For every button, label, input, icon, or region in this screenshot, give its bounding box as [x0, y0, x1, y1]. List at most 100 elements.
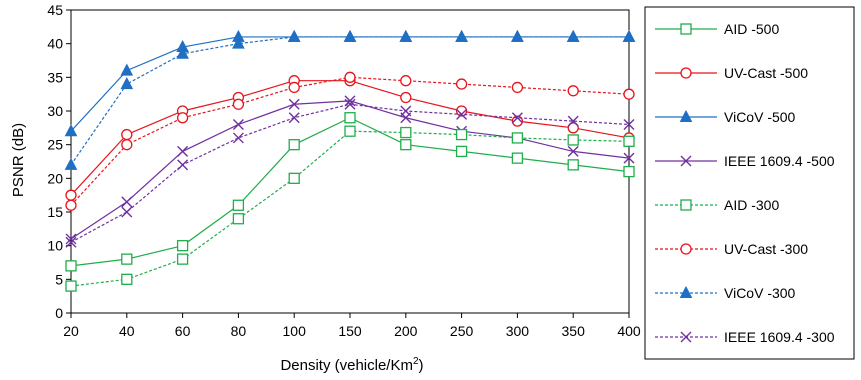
- data-point-uv-cast-500: [511, 115, 524, 127]
- x-axis-title-main: Density (vehicle/Km: [280, 357, 413, 374]
- y-tick-label: 25: [47, 137, 63, 153]
- data-point-ieee-1609-4-500: [344, 95, 356, 107]
- data-point-ieee-1609-4-500: [65, 233, 77, 245]
- data-point-uv-cast-300: [567, 85, 579, 97]
- y-axis-title: PSNR (dB): [10, 123, 27, 197]
- x-tick-label: 80: [231, 323, 247, 339]
- data-point-uv-cast-300: [176, 112, 189, 124]
- data-point-ieee-1609-4-300: [567, 115, 579, 127]
- data-point-uv-cast-300: [623, 88, 635, 100]
- legend-label: UV-Cast -500: [724, 65, 808, 81]
- legend-swatch-marker: [680, 67, 692, 79]
- data-point-ieee-1609-4-300: [121, 206, 133, 218]
- data-point-aid-500: [121, 253, 133, 265]
- data-point-aid-500: [400, 139, 412, 151]
- data-point-vicov-500: [120, 63, 134, 76]
- data-point-ieee-1609-4-300: [456, 108, 468, 120]
- data-point-vicov-300: [566, 29, 580, 42]
- x-tick-label: 250: [450, 323, 474, 339]
- data-point-ieee-1609-4-300: [232, 132, 244, 144]
- data-point-aid-300: [511, 132, 524, 144]
- x-tick-label: 150: [338, 323, 362, 339]
- series-aid-500: [65, 112, 635, 272]
- series-line-aid-500: [70, 117, 630, 267]
- series-line-aid-300: [70, 130, 630, 287]
- data-point-uv-cast-500: [121, 128, 133, 141]
- data-point-uv-cast-300: [511, 81, 524, 94]
- x-axis-title-sup: 2: [413, 356, 419, 367]
- legend-swatch-marker: [679, 109, 693, 122]
- data-point-aid-500: [344, 112, 356, 124]
- data-point-ieee-1609-4-300: [400, 105, 412, 117]
- series-aid-300: [65, 125, 635, 292]
- x-axis-title-end: ): [419, 357, 424, 374]
- data-point-vicov-500: [64, 124, 78, 137]
- data-point-vicov-300: [176, 46, 189, 59]
- data-point-aid-300: [65, 280, 77, 292]
- data-point-ieee-1609-4-300: [177, 159, 189, 171]
- y-tick-label: 10: [47, 238, 63, 254]
- data-point-aid-500: [455, 145, 468, 158]
- legend-swatch-marker: [680, 243, 692, 255]
- data-point-aid-300: [455, 128, 468, 141]
- x-tick-label: 300: [506, 323, 530, 339]
- y-tick-label: 30: [47, 103, 63, 119]
- legend-swatch-marker: [680, 155, 692, 167]
- legend-swatch-marker: [679, 285, 693, 298]
- data-point-ieee-1609-4-300: [65, 236, 77, 248]
- series-vicov-300: [64, 29, 636, 170]
- data-point-aid-300: [567, 134, 579, 146]
- data-point-aid-500: [176, 240, 189, 252]
- data-point-aid-500: [232, 199, 245, 211]
- series-line-uv-cast-300: [70, 76, 630, 206]
- x-tick-label: 100: [283, 323, 307, 339]
- data-point-aid-500: [623, 165, 635, 178]
- data-point-ieee-1609-4-300: [511, 112, 523, 124]
- data-point-uv-cast-300: [288, 81, 300, 94]
- data-point-uv-cast-500: [400, 91, 412, 104]
- data-point-aid-300: [344, 125, 356, 137]
- data-point-ieee-1609-4-500: [288, 98, 300, 110]
- legend-label: UV-Cast -300: [724, 241, 808, 257]
- y-tick-label: 20: [47, 170, 63, 186]
- data-point-uv-cast-300: [400, 75, 412, 87]
- legend-item-ieee-1609-4-500: IEEE 1609.4 -500: [655, 153, 835, 169]
- data-point-vicov-300: [120, 76, 134, 90]
- legend-item-vicov-300: ViCoV -300: [655, 285, 796, 301]
- x-tick-label: 20: [63, 323, 79, 339]
- legend-item-uv-cast-300: UV-Cast -300: [655, 241, 808, 257]
- y-tick-label: 45: [47, 2, 63, 18]
- data-point-uv-cast-500: [65, 189, 77, 201]
- data-point-uv-cast-300: [232, 98, 245, 110]
- data-point-vicov-300: [287, 29, 301, 42]
- data-point-ieee-1609-4-500: [567, 145, 579, 157]
- data-point-aid-500: [65, 260, 77, 272]
- legend-item-ieee-1609-4-300: IEEE 1609.4 -300: [655, 329, 835, 345]
- data-point-vicov-300: [343, 29, 357, 42]
- data-point-uv-cast-300: [65, 199, 77, 211]
- data-point-aid-300: [288, 172, 300, 184]
- data-point-ieee-1609-4-300: [623, 118, 635, 130]
- data-point-aid-300: [232, 213, 245, 225]
- legend-label: AID -300: [724, 197, 779, 213]
- legend-label: ViCoV -500: [724, 109, 796, 125]
- data-point-aid-500: [567, 159, 579, 171]
- series-line-uv-cast-500: [70, 80, 630, 196]
- data-point-vicov-300: [232, 36, 245, 49]
- legend-label: AID -500: [724, 21, 779, 37]
- data-point-vicov-300: [64, 157, 78, 170]
- data-point-ieee-1609-4-300: [344, 98, 356, 110]
- y-tick-label: 40: [47, 36, 63, 52]
- data-point-vicov-300: [399, 29, 413, 42]
- data-point-ieee-1609-4-500: [121, 196, 133, 208]
- data-point-aid-500: [511, 152, 524, 164]
- legend-item-uv-cast-500: UV-Cast -500: [655, 65, 808, 81]
- data-point-aid-300: [400, 126, 412, 139]
- data-point-uv-cast-300: [344, 71, 356, 83]
- y-axis: 0 5 10 15 20 25 30 35 40 45: [47, 2, 71, 321]
- legend-item-aid-300: AID -300: [655, 197, 779, 213]
- y-tick-label: 0: [55, 305, 63, 321]
- legend-item-aid-500: AID -500: [655, 21, 779, 37]
- data-point-uv-cast-500: [455, 105, 468, 117]
- x-axis-title: Density (vehicle/Km2): [280, 356, 423, 374]
